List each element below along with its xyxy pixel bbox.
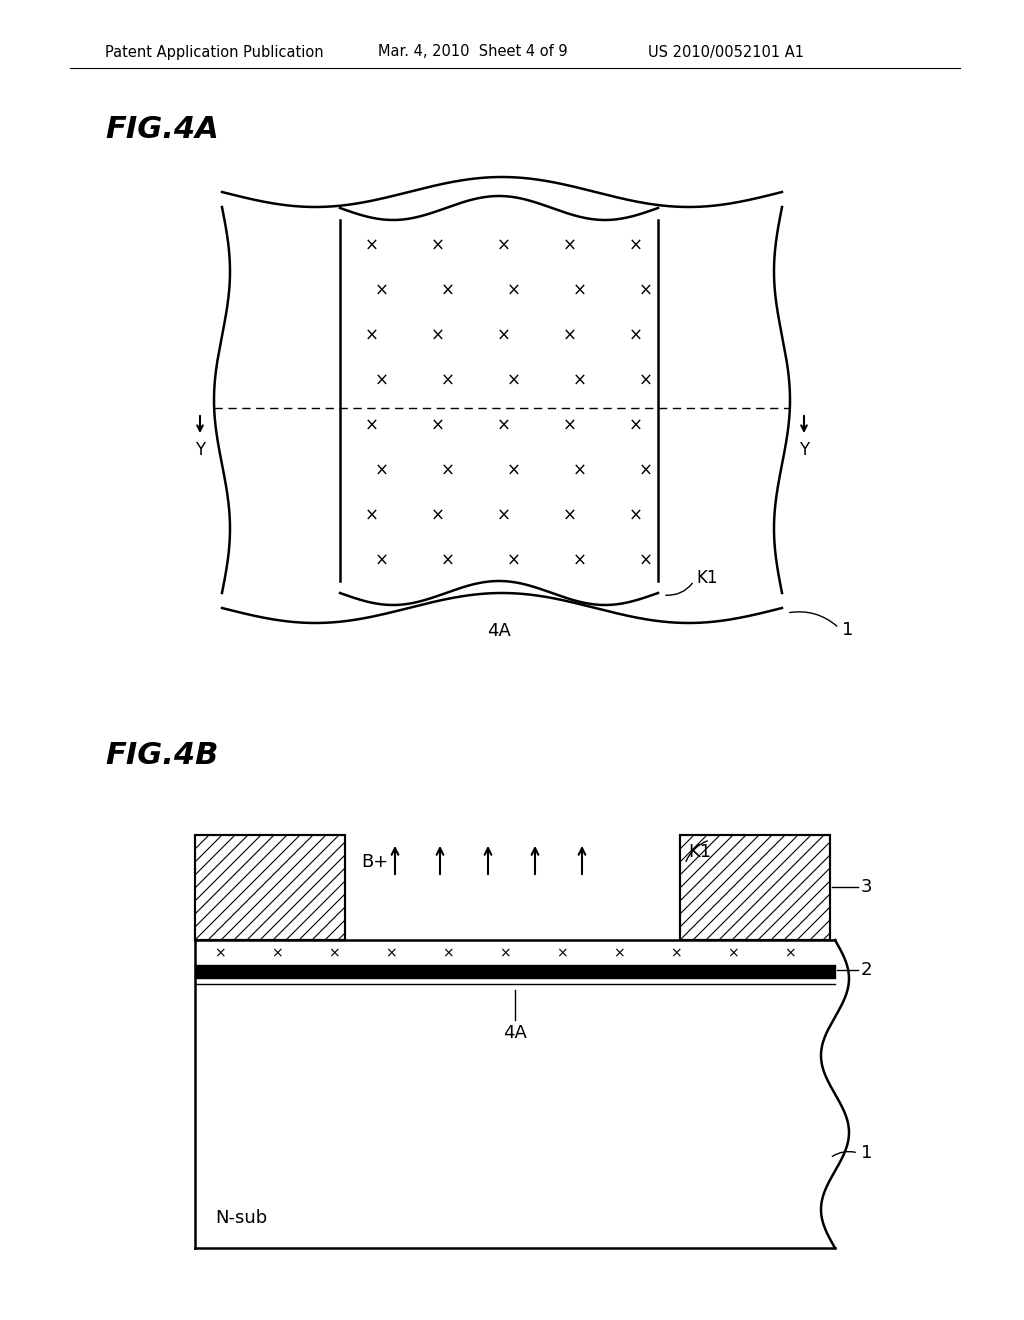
Text: ×: × <box>507 372 521 389</box>
Text: ×: × <box>366 238 379 255</box>
Text: ×: × <box>375 552 389 570</box>
Text: ×: × <box>639 462 653 480</box>
Text: ×: × <box>629 417 643 436</box>
Text: FIG.4A: FIG.4A <box>105 116 219 144</box>
Text: ×: × <box>556 946 568 960</box>
Text: N-sub: N-sub <box>215 1209 267 1228</box>
Text: ×: × <box>441 282 455 300</box>
Bar <box>680 836 830 940</box>
Text: Y: Y <box>195 441 205 459</box>
Bar <box>680 836 830 940</box>
Text: 1: 1 <box>861 1144 872 1162</box>
Text: ×: × <box>639 552 653 570</box>
Text: ×: × <box>431 327 445 345</box>
Text: ×: × <box>366 507 379 525</box>
Text: K1: K1 <box>696 569 718 587</box>
Text: ×: × <box>431 417 445 436</box>
Text: Patent Application Publication: Patent Application Publication <box>105 45 324 59</box>
Text: ×: × <box>784 946 796 960</box>
Text: ×: × <box>214 946 226 960</box>
Text: 4A: 4A <box>503 1024 527 1041</box>
Text: 1: 1 <box>842 620 853 639</box>
Text: ×: × <box>507 282 521 300</box>
Text: Y: Y <box>799 441 809 459</box>
Text: ×: × <box>366 327 379 345</box>
Text: 3: 3 <box>861 878 872 896</box>
Text: ×: × <box>563 417 577 436</box>
Text: ×: × <box>670 946 682 960</box>
Text: ×: × <box>629 327 643 345</box>
Text: 4A: 4A <box>487 622 511 640</box>
Text: ×: × <box>629 238 643 255</box>
Text: ×: × <box>271 946 283 960</box>
Text: ×: × <box>573 282 587 300</box>
Text: ×: × <box>499 946 511 960</box>
Text: ×: × <box>573 372 587 389</box>
Text: K1: K1 <box>688 843 711 861</box>
Text: ×: × <box>639 372 653 389</box>
Text: ×: × <box>573 462 587 480</box>
Text: ×: × <box>573 552 587 570</box>
Text: ×: × <box>563 507 577 525</box>
Text: ×: × <box>563 327 577 345</box>
Text: ×: × <box>442 946 454 960</box>
Text: ×: × <box>639 282 653 300</box>
Text: ×: × <box>375 462 389 480</box>
Bar <box>195 836 345 940</box>
Text: Mar. 4, 2010  Sheet 4 of 9: Mar. 4, 2010 Sheet 4 of 9 <box>378 45 567 59</box>
Text: ×: × <box>629 507 643 525</box>
Text: ×: × <box>727 946 738 960</box>
Bar <box>195 836 345 940</box>
Text: ×: × <box>497 507 511 525</box>
Text: ×: × <box>613 946 625 960</box>
Text: ×: × <box>497 417 511 436</box>
Text: ×: × <box>507 552 521 570</box>
Text: ×: × <box>441 462 455 480</box>
Text: 2: 2 <box>861 961 872 979</box>
Text: ×: × <box>375 372 389 389</box>
Text: ×: × <box>431 238 445 255</box>
Text: ×: × <box>328 946 340 960</box>
Text: US 2010/0052101 A1: US 2010/0052101 A1 <box>648 45 804 59</box>
Text: ×: × <box>563 238 577 255</box>
Text: ×: × <box>497 327 511 345</box>
Text: ×: × <box>441 552 455 570</box>
Text: ×: × <box>431 507 445 525</box>
Text: ×: × <box>497 238 511 255</box>
Text: ×: × <box>441 372 455 389</box>
Text: B+: B+ <box>361 853 389 871</box>
Text: FIG.4B: FIG.4B <box>105 741 218 770</box>
Text: ×: × <box>375 282 389 300</box>
Text: ×: × <box>507 462 521 480</box>
Text: ×: × <box>385 946 397 960</box>
Text: ×: × <box>366 417 379 436</box>
